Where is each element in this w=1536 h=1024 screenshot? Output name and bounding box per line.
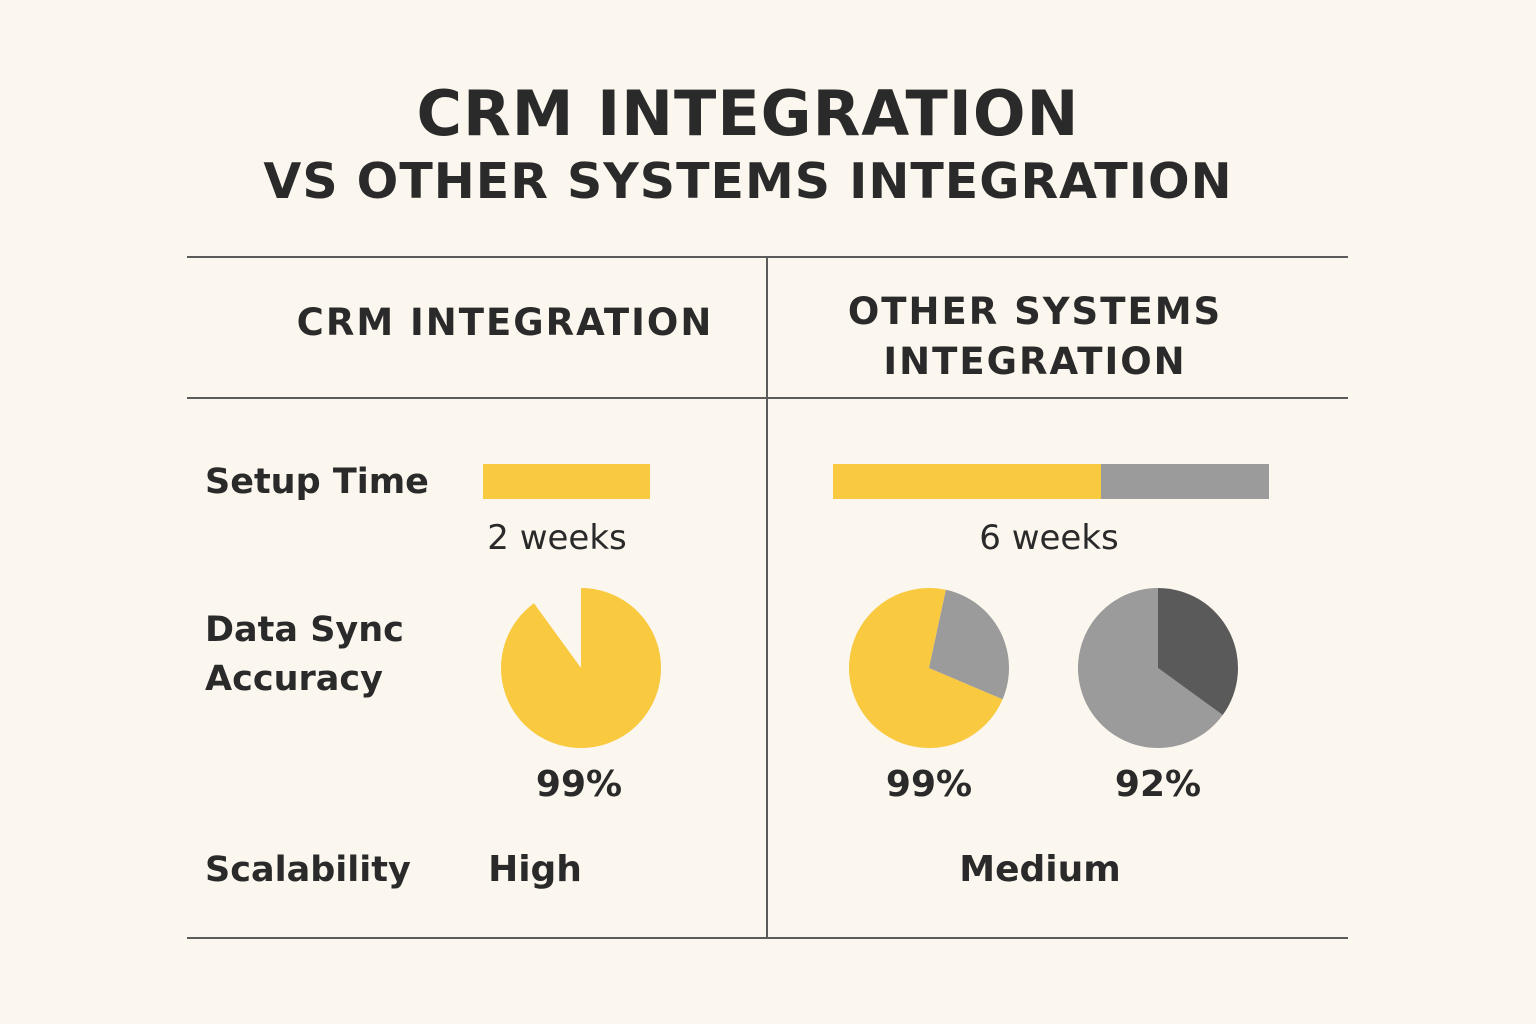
value-crm-scalability: High [488,849,582,890]
chart-title: CRM INTEGRATION [416,77,1080,150]
pie-other-a-slice-0 [849,588,1003,748]
pie-other-b-slice-0 [1078,588,1223,748]
row-label-setup-time: Setup Time [205,462,429,502]
column-header-crm: CRM INTEGRATION [296,301,714,344]
pie-other-b-slice-1 [1158,588,1238,716]
table-bottom-rule [187,937,1348,939]
chart-subtitle: VS OTHER SYSTEMS INTEGRATION [263,153,1233,210]
pie-crm-slice-0 [501,588,661,748]
value-other-accuracy-b: 92% [1114,764,1202,805]
column-header-other: OTHER SYSTEMS INTEGRATION [847,290,1223,383]
pie-other-accuracy-b [1078,588,1238,748]
value-crm-accuracy: 99% [535,764,623,805]
column-divider [766,257,768,938]
bar-crm-setup [483,464,650,499]
row-label-data-sync: Data Sync Accuracy [205,610,404,699]
pie-other-accuracy-a [849,588,1009,748]
pie-other-a-slice-1 [929,589,1009,700]
pie-crm-accuracy [501,588,661,748]
value-other-setup: 6 weeks [979,518,1119,558]
value-other-scalability: Medium [959,849,1121,890]
row-label-scalability: Scalability [205,850,411,890]
value-crm-setup: 2 weeks [487,518,627,558]
bar-other-setup-gray [1101,464,1269,499]
value-other-accuracy-a: 99% [885,764,973,805]
bar-other-setup-yellow [833,464,1101,499]
